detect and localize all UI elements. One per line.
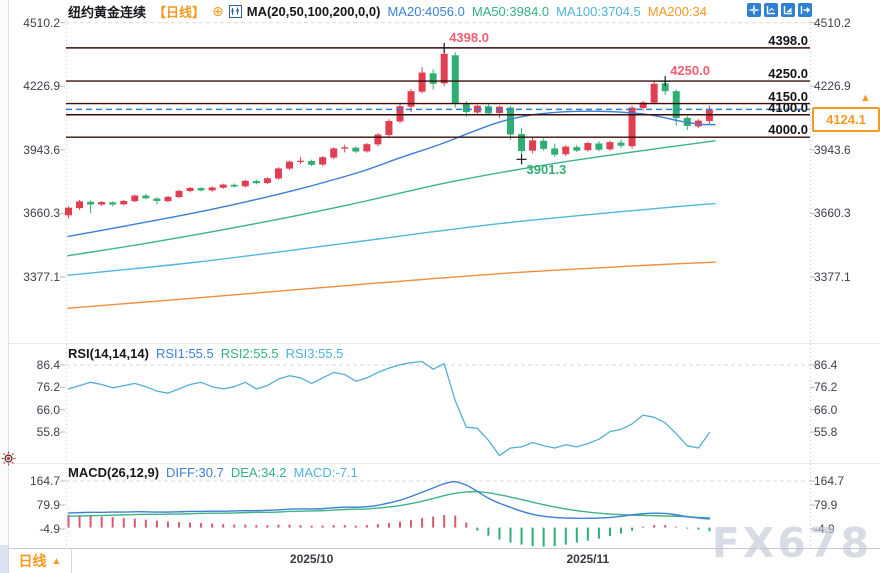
price-up-arrow-icon: ▲ bbox=[860, 92, 871, 104]
axis-tick-label: 4510.2 bbox=[23, 15, 60, 30]
ma100-value: MA100:3704.5 bbox=[556, 4, 641, 19]
axis-tick-label: 76.2 bbox=[36, 380, 60, 395]
axis-tick-label: 3943.6 bbox=[23, 142, 60, 157]
axis-tick-label: 4226.9 bbox=[814, 79, 851, 94]
level-price-label: 4100.0 bbox=[768, 99, 808, 115]
collapse-panel-icon[interactable] bbox=[798, 3, 812, 17]
level-price-label: 4250.0 bbox=[768, 66, 808, 82]
main-chart-header: 纽约黄金连续 【日线】 ⊕ MA(20,50,100,200,0,0) MA20… bbox=[68, 2, 707, 21]
macd-panel-header: MACD(26,12,9) DIFF:30.7 DEA:34.2 MACD:-7… bbox=[68, 465, 358, 480]
axis-tick-label: -4.9 bbox=[814, 522, 835, 536]
rsi1-value: RSI1:55.5 bbox=[155, 346, 214, 361]
axes-scale-icon[interactable] bbox=[764, 3, 778, 17]
price-marker-label: 4250.0 bbox=[670, 63, 710, 79]
left-rail-footer bbox=[0, 545, 9, 573]
ma50-value: MA50:3984.0 bbox=[471, 4, 550, 19]
axis-tick-label: 86.4 bbox=[36, 358, 60, 372]
crosshair-mode-icon[interactable] bbox=[1, 451, 16, 466]
period-selector-label: 日线 bbox=[18, 553, 47, 569]
price-marker-label: 3901.3 bbox=[526, 162, 567, 178]
rsi3-value: RSI3:55.5 bbox=[285, 346, 344, 361]
time-axis-strip bbox=[8, 548, 880, 573]
fx678-watermark: FX678 bbox=[711, 519, 872, 567]
axis-tick-label: 4226.9 bbox=[23, 79, 60, 94]
axis-tick-label: 3660.3 bbox=[23, 206, 60, 221]
axis-tick-label: 164.7 bbox=[29, 474, 60, 488]
axis-tick-label: 86.4 bbox=[814, 358, 838, 372]
axis-tick-label: 3660.3 bbox=[814, 206, 851, 221]
axis-tick-label: 4510.2 bbox=[814, 15, 851, 30]
macd-settings-label: MACD(26,12,9) bbox=[68, 465, 160, 480]
rsi-panel-header: RSI(14,14,14) RSI1:55.5 RSI2:55.5 RSI3:5… bbox=[68, 346, 343, 361]
period-tag: 【日线】 bbox=[153, 5, 206, 20]
axis-tick-label: -4.9 bbox=[39, 522, 60, 536]
macd-value: MACD:-7.1 bbox=[293, 465, 358, 480]
ma20-value: MA20:4056.0 bbox=[387, 4, 465, 19]
current-price-tag: 4124.1 bbox=[812, 107, 880, 132]
axis-tick-label: 79.9 bbox=[36, 498, 60, 512]
candlestick-chart-icon[interactable] bbox=[228, 5, 242, 18]
time-axis-label: 2025/11 bbox=[566, 552, 610, 566]
level-price-label: 4000.0 bbox=[768, 122, 808, 138]
axis-tick-label: 66.0 bbox=[814, 402, 838, 417]
axis-tick-label: 164.7 bbox=[814, 474, 845, 488]
ma-settings-label: MA(20,50,100,200,0,0) bbox=[246, 4, 381, 19]
price-marker-label: 4398.0 bbox=[449, 29, 489, 45]
pan-icon[interactable] bbox=[747, 3, 761, 17]
add-indicator-icon[interactable]: ⊕ bbox=[212, 3, 224, 19]
diff-value: DIFF:30.7 bbox=[166, 465, 224, 480]
chart-style-icon[interactable] bbox=[781, 3, 795, 17]
ma200-value: MA200:34 bbox=[647, 4, 707, 19]
axis-tick-label: 3943.6 bbox=[814, 142, 851, 157]
rsi2-value: RSI2:55.5 bbox=[220, 346, 279, 361]
axis-tick-label: 55.8 bbox=[36, 425, 60, 439]
level-price-label: 4398.0 bbox=[768, 32, 808, 48]
axis-tick-label: 66.0 bbox=[36, 402, 60, 417]
period-selector-button[interactable]: 日线 ▲ bbox=[8, 548, 72, 573]
dea-value: DEA:34.2 bbox=[230, 465, 287, 480]
symbol-title: 纽约黄金连续 bbox=[68, 5, 147, 20]
axis-tick-label: 76.2 bbox=[814, 380, 838, 395]
axis-tick-label: 79.9 bbox=[814, 498, 838, 512]
time-axis-label: 2025/10 bbox=[289, 552, 334, 566]
axis-tick-label: 3377.1 bbox=[814, 269, 851, 284]
axis-tick-label: 3377.1 bbox=[23, 269, 60, 284]
axis-tick-label: 55.8 bbox=[814, 425, 838, 439]
level-price-label: 4150.0 bbox=[768, 88, 808, 104]
rsi-settings-label: RSI(14,14,14) bbox=[68, 346, 149, 361]
period-selector-arrow-icon: ▲ bbox=[51, 555, 62, 567]
left-rail[interactable] bbox=[0, 0, 9, 545]
chart-toolbar bbox=[747, 3, 812, 17]
